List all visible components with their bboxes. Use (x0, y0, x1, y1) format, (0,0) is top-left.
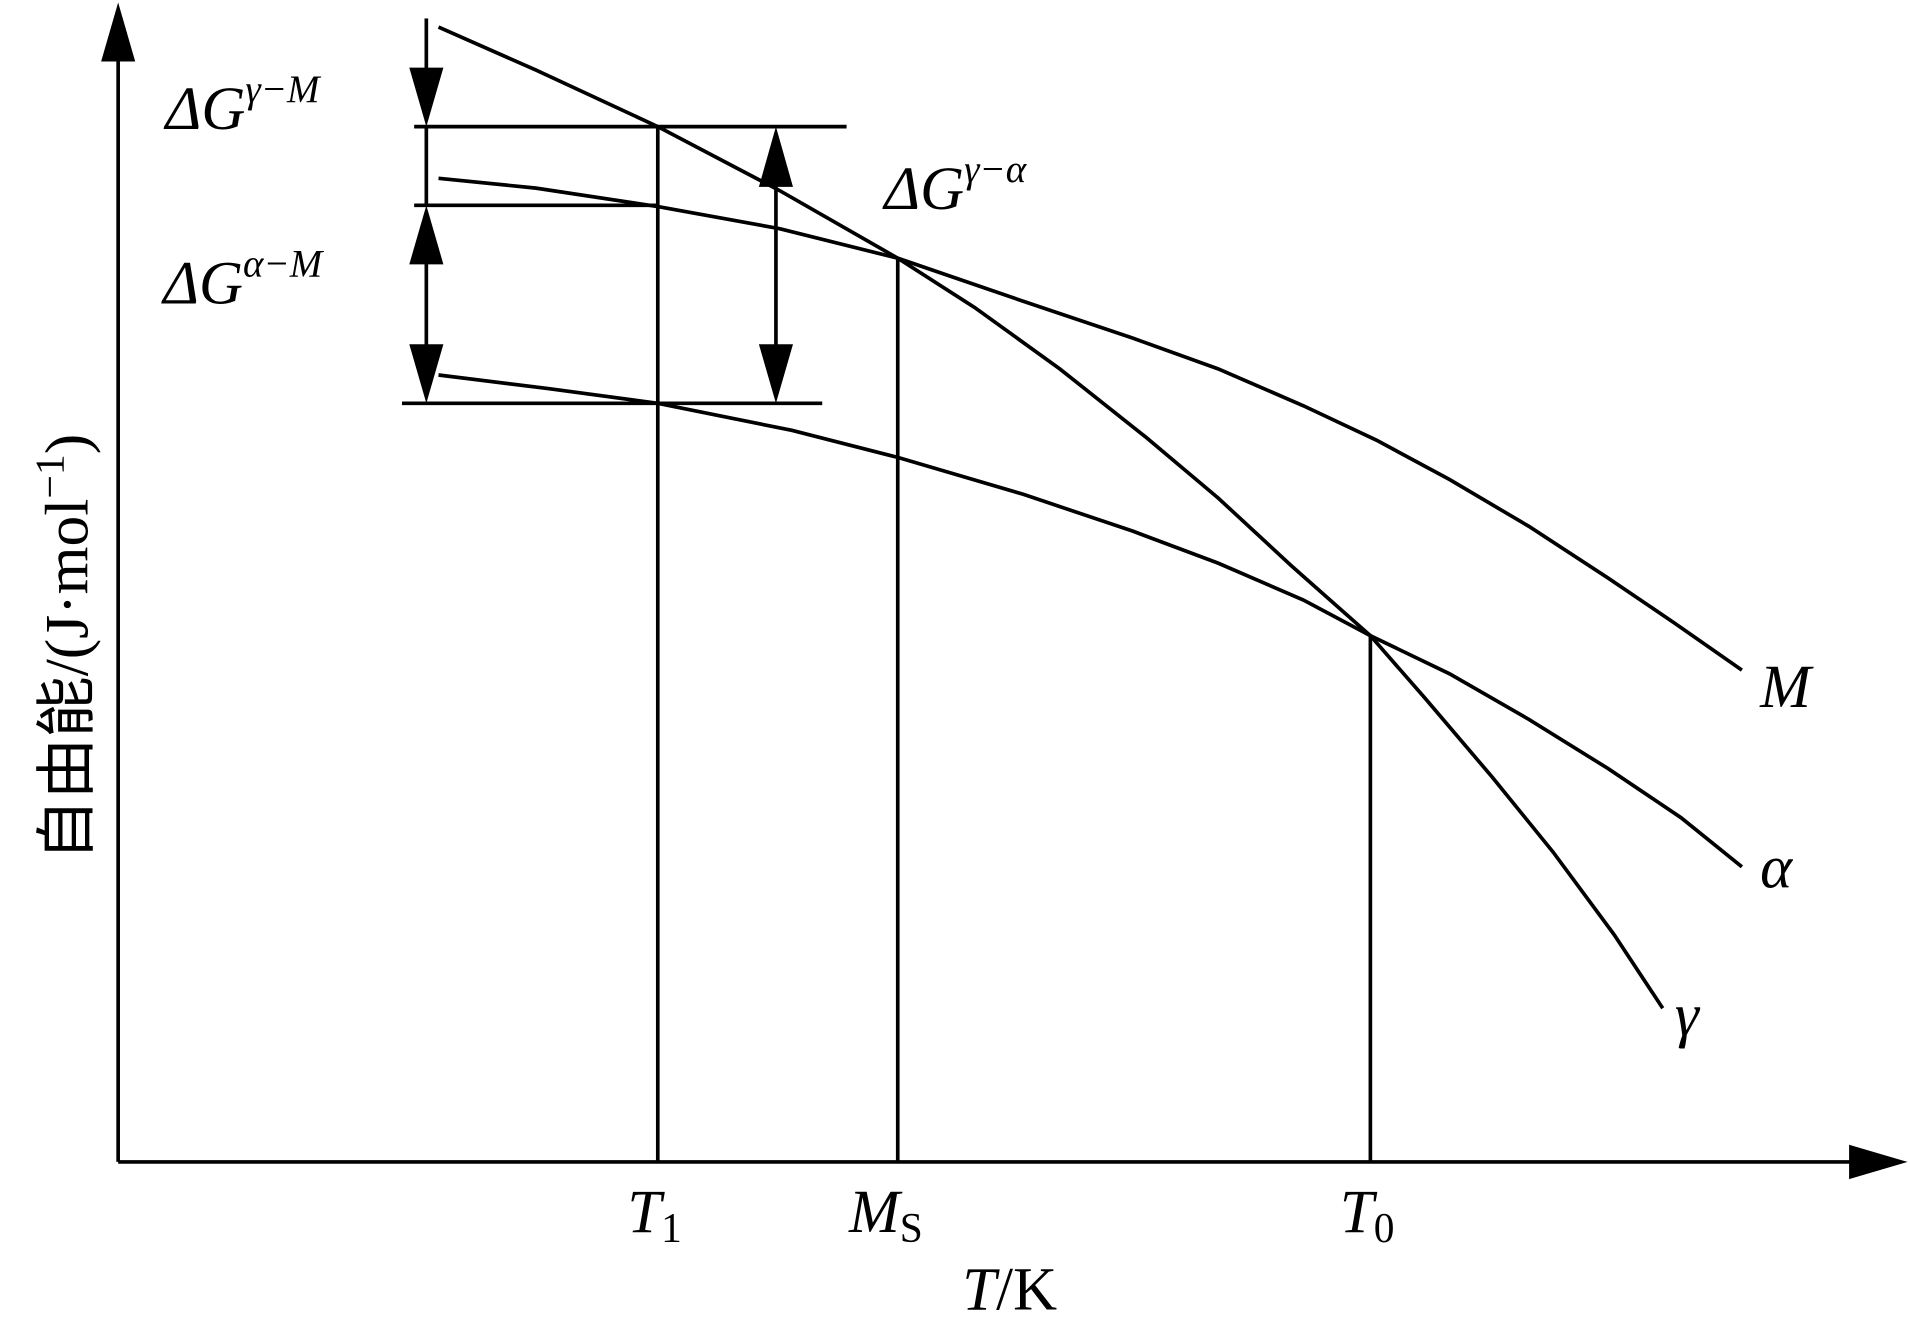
x-axis-title: T/K (962, 1255, 1057, 1323)
axis-sup: −1 (28, 454, 74, 498)
label-sub: 0 (1374, 1206, 1395, 1252)
y-axis-arrow (101, 2, 136, 62)
delta-g-label: ΔGγ−α (881, 148, 1027, 223)
m-curve (438, 176, 1743, 672)
delta-g-label: ΔGγ−M (163, 68, 322, 143)
arrow-head (409, 67, 444, 127)
label-base: T (1340, 1178, 1378, 1246)
arrow-head (758, 344, 793, 404)
axis-end: ) (34, 434, 102, 454)
label-base: T (627, 1178, 665, 1246)
label-base: M (848, 1178, 903, 1246)
label-base: ΔG (160, 249, 243, 317)
curve-label: γ (1675, 981, 1701, 1049)
x-mark-label: T1 (627, 1178, 682, 1252)
label-base: ΔG (163, 75, 246, 143)
label-base: ΔG (881, 155, 964, 223)
x-axis-arrow (1849, 1144, 1908, 1180)
arrow-head (409, 205, 444, 265)
label-sup: γ−α (964, 148, 1028, 191)
axis-unit: /K (996, 1255, 1057, 1323)
x-mark-label: T0 (1340, 1178, 1395, 1252)
x-mark-label: MS (848, 1178, 923, 1252)
y-axis-title: 自由能/(J·mol−1) (28, 434, 102, 861)
label-sup: γ−M (245, 68, 321, 111)
axis-text: 自由能/(J·mol (34, 499, 102, 861)
arrow-head (758, 126, 793, 187)
delta-g-label: ΔGα−M (160, 242, 324, 317)
curve-label: α (1760, 833, 1794, 901)
axis-var: T (962, 1255, 1000, 1323)
label-sub: S (900, 1206, 923, 1252)
label-sub: 1 (661, 1206, 682, 1252)
label-sup: α−M (243, 242, 325, 285)
curve-label: M (1759, 653, 1814, 721)
gamma-curve (437, 25, 1665, 1010)
alpha-curve (438, 373, 1744, 869)
arrow-head (409, 344, 444, 404)
